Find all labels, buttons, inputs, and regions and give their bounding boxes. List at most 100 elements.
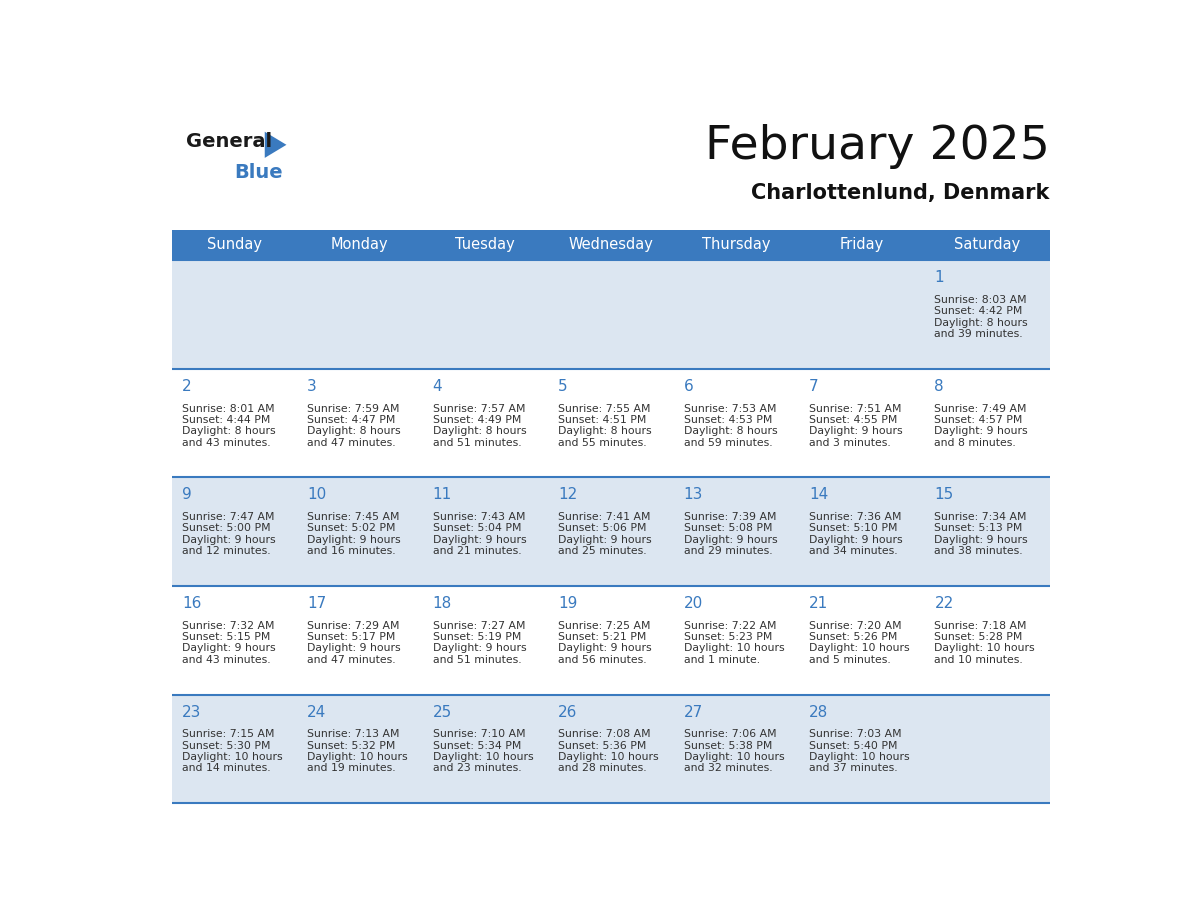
Text: Sunrise: 7:41 AM: Sunrise: 7:41 AM — [558, 512, 651, 522]
Text: and 47 minutes.: and 47 minutes. — [308, 655, 396, 665]
Text: Sunset: 5:13 PM: Sunset: 5:13 PM — [935, 523, 1023, 533]
Text: Daylight: 8 hours: Daylight: 8 hours — [182, 426, 276, 436]
Text: 25: 25 — [432, 705, 451, 720]
Text: Daylight: 9 hours: Daylight: 9 hours — [182, 644, 276, 654]
Text: and 14 minutes.: and 14 minutes. — [182, 764, 271, 774]
Text: and 8 minutes.: and 8 minutes. — [935, 438, 1016, 448]
Text: 4: 4 — [432, 379, 442, 394]
Text: Blue: Blue — [234, 162, 283, 182]
Text: and 39 minutes.: and 39 minutes. — [935, 330, 1023, 339]
Text: Sunrise: 7:43 AM: Sunrise: 7:43 AM — [432, 512, 525, 522]
Text: Sunrise: 8:03 AM: Sunrise: 8:03 AM — [935, 295, 1028, 305]
Text: 15: 15 — [935, 487, 954, 502]
Text: Sunrise: 7:13 AM: Sunrise: 7:13 AM — [308, 729, 400, 739]
Text: Sunrise: 7:15 AM: Sunrise: 7:15 AM — [182, 729, 274, 739]
Text: Daylight: 9 hours: Daylight: 9 hours — [308, 644, 400, 654]
Text: 17: 17 — [308, 596, 327, 611]
Text: Sunrise: 7:45 AM: Sunrise: 7:45 AM — [308, 512, 400, 522]
Text: and 37 minutes.: and 37 minutes. — [809, 764, 898, 774]
Text: Daylight: 9 hours: Daylight: 9 hours — [935, 426, 1028, 436]
Text: Sunrise: 7:36 AM: Sunrise: 7:36 AM — [809, 512, 902, 522]
Text: 22: 22 — [935, 596, 954, 611]
Text: Sunrise: 7:47 AM: Sunrise: 7:47 AM — [182, 512, 274, 522]
Text: Sunset: 4:42 PM: Sunset: 4:42 PM — [935, 307, 1023, 317]
Text: Sunset: 5:02 PM: Sunset: 5:02 PM — [308, 523, 396, 533]
Text: Sunset: 5:04 PM: Sunset: 5:04 PM — [432, 523, 522, 533]
Text: Sunset: 5:23 PM: Sunset: 5:23 PM — [683, 633, 772, 642]
Text: Charlottenlund, Denmark: Charlottenlund, Denmark — [752, 184, 1050, 203]
Text: Sunrise: 7:32 AM: Sunrise: 7:32 AM — [182, 621, 274, 631]
Text: Saturday: Saturday — [954, 238, 1020, 252]
Text: Sunset: 4:51 PM: Sunset: 4:51 PM — [558, 415, 646, 425]
Text: and 1 minute.: and 1 minute. — [683, 655, 759, 665]
Text: 23: 23 — [182, 705, 201, 720]
Text: Sunset: 4:55 PM: Sunset: 4:55 PM — [809, 415, 897, 425]
Text: 28: 28 — [809, 705, 828, 720]
Text: February 2025: February 2025 — [704, 124, 1050, 169]
Text: 8: 8 — [935, 379, 944, 394]
Text: 19: 19 — [558, 596, 577, 611]
Text: Sunset: 5:10 PM: Sunset: 5:10 PM — [809, 523, 897, 533]
Text: and 51 minutes.: and 51 minutes. — [432, 438, 522, 448]
Text: Sunrise: 7:10 AM: Sunrise: 7:10 AM — [432, 729, 525, 739]
Text: Sunset: 5:38 PM: Sunset: 5:38 PM — [683, 741, 772, 751]
Text: Daylight: 8 hours: Daylight: 8 hours — [683, 426, 777, 436]
Text: and 25 minutes.: and 25 minutes. — [558, 546, 646, 556]
Text: Daylight: 10 hours: Daylight: 10 hours — [809, 752, 910, 762]
Text: and 19 minutes.: and 19 minutes. — [308, 764, 396, 774]
Text: 10: 10 — [308, 487, 327, 502]
Text: Daylight: 9 hours: Daylight: 9 hours — [308, 535, 400, 545]
Text: Daylight: 10 hours: Daylight: 10 hours — [182, 752, 283, 762]
Text: and 38 minutes.: and 38 minutes. — [935, 546, 1023, 556]
Text: Sunset: 5:34 PM: Sunset: 5:34 PM — [432, 741, 522, 751]
Text: Daylight: 9 hours: Daylight: 9 hours — [432, 644, 526, 654]
Text: 2: 2 — [182, 379, 191, 394]
Text: 16: 16 — [182, 596, 201, 611]
Text: Sunset: 5:26 PM: Sunset: 5:26 PM — [809, 633, 897, 642]
Text: Daylight: 10 hours: Daylight: 10 hours — [558, 752, 659, 762]
Text: Friday: Friday — [840, 238, 884, 252]
Text: Daylight: 9 hours: Daylight: 9 hours — [809, 426, 903, 436]
Bar — [172, 695, 1050, 803]
Text: and 12 minutes.: and 12 minutes. — [182, 546, 271, 556]
Text: and 21 minutes.: and 21 minutes. — [432, 546, 522, 556]
Text: Daylight: 8 hours: Daylight: 8 hours — [432, 426, 526, 436]
Text: 1: 1 — [935, 270, 944, 285]
Text: Sunrise: 7:57 AM: Sunrise: 7:57 AM — [432, 404, 525, 413]
Text: Sunrise: 7:20 AM: Sunrise: 7:20 AM — [809, 621, 902, 631]
Text: Daylight: 10 hours: Daylight: 10 hours — [683, 644, 784, 654]
Bar — [172, 586, 1050, 695]
Text: and 56 minutes.: and 56 minutes. — [558, 655, 646, 665]
Text: Daylight: 9 hours: Daylight: 9 hours — [809, 535, 903, 545]
Text: Daylight: 9 hours: Daylight: 9 hours — [558, 644, 652, 654]
Text: Sunset: 5:00 PM: Sunset: 5:00 PM — [182, 523, 271, 533]
Bar — [172, 261, 1050, 369]
Text: and 23 minutes.: and 23 minutes. — [432, 764, 522, 774]
Text: Sunset: 5:08 PM: Sunset: 5:08 PM — [683, 523, 772, 533]
Text: and 32 minutes.: and 32 minutes. — [683, 764, 772, 774]
Text: Sunrise: 7:08 AM: Sunrise: 7:08 AM — [558, 729, 651, 739]
Text: Daylight: 9 hours: Daylight: 9 hours — [432, 535, 526, 545]
Text: Sunrise: 7:59 AM: Sunrise: 7:59 AM — [308, 404, 400, 413]
Text: Sunset: 5:30 PM: Sunset: 5:30 PM — [182, 741, 271, 751]
Polygon shape — [265, 131, 286, 158]
Text: Daylight: 9 hours: Daylight: 9 hours — [182, 535, 276, 545]
Text: Sunrise: 7:29 AM: Sunrise: 7:29 AM — [308, 621, 400, 631]
Text: Sunset: 5:28 PM: Sunset: 5:28 PM — [935, 633, 1023, 642]
Text: Sunrise: 7:03 AM: Sunrise: 7:03 AM — [809, 729, 902, 739]
Text: 11: 11 — [432, 487, 451, 502]
Text: Sunset: 5:17 PM: Sunset: 5:17 PM — [308, 633, 396, 642]
Text: Sunrise: 7:51 AM: Sunrise: 7:51 AM — [809, 404, 902, 413]
Text: 3: 3 — [308, 379, 317, 394]
Text: Sunrise: 7:27 AM: Sunrise: 7:27 AM — [432, 621, 525, 631]
Text: Thursday: Thursday — [702, 238, 771, 252]
Text: and 43 minutes.: and 43 minutes. — [182, 655, 271, 665]
Text: Sunrise: 7:06 AM: Sunrise: 7:06 AM — [683, 729, 776, 739]
Text: Sunrise: 7:55 AM: Sunrise: 7:55 AM — [558, 404, 651, 413]
Text: Sunset: 5:19 PM: Sunset: 5:19 PM — [432, 633, 522, 642]
Text: Sunset: 5:40 PM: Sunset: 5:40 PM — [809, 741, 897, 751]
Text: and 29 minutes.: and 29 minutes. — [683, 546, 772, 556]
Text: 26: 26 — [558, 705, 577, 720]
Text: Wednesday: Wednesday — [568, 238, 653, 252]
Text: and 3 minutes.: and 3 minutes. — [809, 438, 891, 448]
